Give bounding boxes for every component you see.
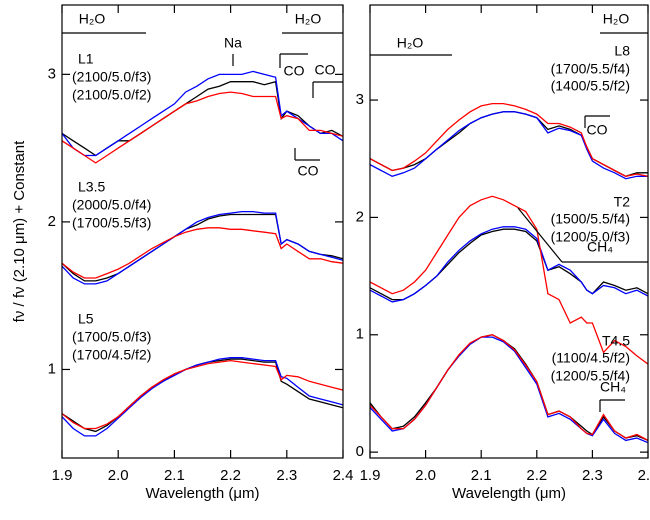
series-label: (1400/5.5/f2)	[551, 78, 630, 94]
x-tick-label: 2.0	[108, 467, 129, 484]
spectrum-line	[62, 227, 343, 279]
spectrum-line	[370, 334, 648, 441]
y-tick-label: 0	[356, 443, 364, 460]
x-tick-label: 2.3	[582, 467, 603, 484]
x-tick-label: 1.9	[360, 467, 381, 484]
spectrum-line	[370, 334, 648, 441]
series-label: (1700/5.0/f3)	[72, 329, 151, 345]
annotation: CH₄	[600, 379, 626, 395]
series-label: (2000/5.0/f4)	[72, 197, 151, 213]
y-tick-label: 2	[48, 213, 56, 230]
x-tick-label: 2.2	[220, 467, 241, 484]
x-tick-label: 2.4	[638, 467, 650, 484]
series-label: (1700/4.5/f2)	[72, 347, 151, 363]
series-label: (1200/5.0/f3)	[551, 229, 630, 245]
annotation: CO	[315, 62, 336, 78]
annotation: H₂O	[295, 11, 322, 27]
annotation: Na	[224, 35, 242, 51]
annotation: CO	[298, 163, 319, 179]
axes-frame	[369, 4, 649, 459]
annotation: H₂O	[397, 35, 424, 51]
annotation: CO	[284, 63, 305, 79]
plot-area	[62, 70, 343, 437]
spectrum-line	[62, 210, 343, 285]
series-label: L3.5	[78, 179, 105, 195]
y-tick-label: 3	[356, 91, 364, 108]
series-label: T4.5	[602, 333, 630, 349]
y-axis-label: fν / fν (2.10 μm) + Constant	[11, 140, 28, 322]
x-tick-label: 2.4	[333, 467, 354, 484]
annotation-bracket	[517, 207, 563, 263]
x-tick-label: 2.1	[164, 467, 185, 484]
x-axis-label: Wavelength (μm)	[452, 485, 566, 502]
series-label: (1700/5.5/f4)	[551, 61, 630, 77]
spectrum-line	[62, 359, 343, 430]
annotation: H₂O	[79, 11, 106, 27]
series-label: (1700/5.5/f3)	[72, 215, 151, 231]
axes-frame	[61, 4, 344, 459]
x-tick-label: 2.3	[276, 467, 297, 484]
spectrum-line	[62, 358, 343, 433]
spectrum-line	[370, 195, 648, 365]
x-axis-label: Wavelength (μm)	[146, 485, 260, 502]
y-tick-label: 1	[48, 360, 56, 377]
annotation: CO	[587, 122, 608, 138]
series-label: (1500/5.5/f4)	[551, 211, 630, 227]
spectrum-line	[62, 91, 343, 164]
series-label: (1100/4.5/f2)	[552, 350, 630, 366]
x-tick-label: 2.1	[471, 467, 492, 484]
x-tick-label: 2.0	[415, 467, 436, 484]
spectrum-line	[370, 226, 648, 303]
y-tick-label: 3	[48, 65, 56, 82]
annotation: CH₄	[587, 239, 613, 255]
plot-area	[370, 102, 648, 444]
spectrum-line	[370, 102, 648, 177]
x-tick-label: 2.2	[526, 467, 547, 484]
spectrum-line	[62, 70, 343, 157]
series-label: T2	[614, 194, 631, 210]
spectrum-line	[370, 111, 648, 180]
annotation: H₂O	[603, 11, 630, 27]
y-tick-label: 2	[356, 208, 364, 225]
series-label: L5	[78, 311, 94, 327]
series-label: (1200/5.5/f4)	[551, 368, 630, 384]
series-label: L8	[614, 43, 630, 59]
series-label: (2100/5.0/f2)	[72, 87, 151, 103]
y-tick-label: 1	[356, 326, 364, 343]
spectrum-line	[62, 357, 343, 437]
series-label: L1	[78, 51, 94, 67]
x-tick-label: 1.9	[52, 467, 73, 484]
series-label: (2100/5.0/f3)	[72, 69, 151, 85]
